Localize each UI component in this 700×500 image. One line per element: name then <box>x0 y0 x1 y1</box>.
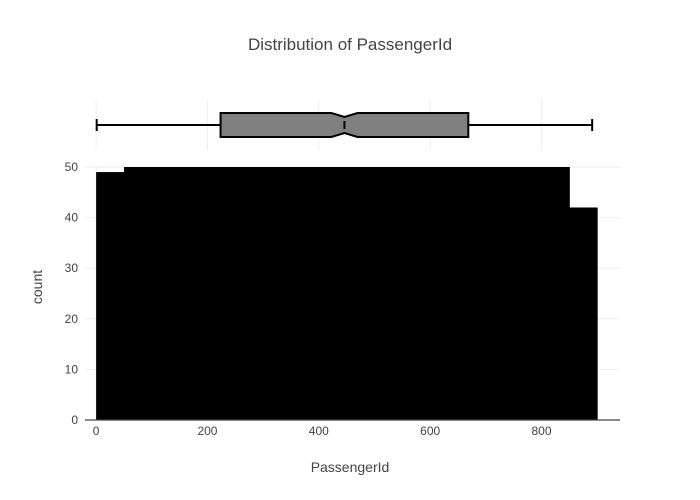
histogram-bar <box>457 167 487 420</box>
histogram-bar <box>235 167 264 420</box>
histogram-bar <box>263 167 292 420</box>
y-tick-label: 40 <box>65 211 79 225</box>
x-tick-label: 600 <box>420 424 440 438</box>
x-axis-title: PassengerId <box>311 459 390 475</box>
y-axis-title: count <box>29 270 45 304</box>
histogram-bar <box>485 167 515 420</box>
histogram-bar <box>374 167 403 420</box>
histogram-bar <box>151 167 181 420</box>
histogram-bar <box>402 167 431 420</box>
histogram-bar <box>541 167 570 420</box>
chart-title: Distribution of PassengerId <box>248 35 452 54</box>
x-tick-label: 0 <box>93 424 100 438</box>
y-tick-label: 50 <box>65 160 79 174</box>
histogram-bar <box>318 167 348 420</box>
x-tick-label: 200 <box>197 424 217 438</box>
y-tick-label: 10 <box>65 362 79 376</box>
x-tick-label: 400 <box>309 424 329 438</box>
histogram-bar <box>513 167 543 420</box>
histogram-bar <box>179 167 208 420</box>
box-plot <box>95 112 594 138</box>
y-tick-label: 20 <box>65 312 79 326</box>
histogram-bar <box>123 167 153 420</box>
x-tick-label: 800 <box>531 424 551 438</box>
y-tick-label: 30 <box>65 261 79 275</box>
histogram-bar <box>346 167 375 420</box>
x-tick-labels: 0 200 400 600 800 <box>93 424 552 438</box>
histogram-bar <box>569 207 598 420</box>
histogram-bar <box>290 167 320 420</box>
histogram-bars <box>96 167 598 420</box>
y-tick-labels: 0 10 20 30 40 50 <box>65 160 79 427</box>
histogram-bar <box>96 172 125 420</box>
y-tick-label: 0 <box>71 413 78 427</box>
histogram-bar <box>207 167 236 420</box>
histogram-bar <box>430 167 459 420</box>
